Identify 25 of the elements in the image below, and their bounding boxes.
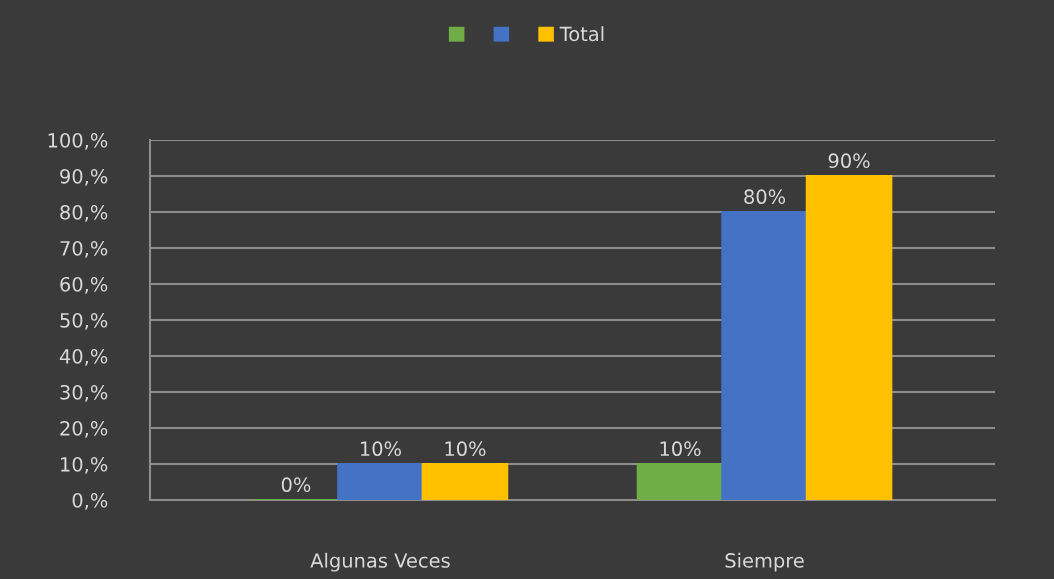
data-label: 90% — [828, 153, 870, 169]
x-tick-label: Algunas Veces — [310, 552, 450, 572]
y-tick-label: 40,% — [59, 348, 108, 366]
y-tick-label: 90,% — [60, 168, 108, 186]
bar — [636, 462, 724, 500]
bar — [421, 462, 509, 500]
y-tick-label: 60,% — [60, 276, 108, 294]
data-label: 80% — [744, 189, 786, 205]
x-tick-label: Siempre — [725, 552, 804, 572]
legend-label: Total — [559, 26, 604, 42]
y-tick-label: 0,% — [72, 492, 108, 510]
data-label: 0% — [281, 477, 311, 493]
bar — [337, 462, 424, 500]
bar — [721, 210, 808, 500]
y-tick-label: 100,% — [48, 132, 108, 150]
bar — [805, 174, 893, 500]
data-label: 10% — [445, 441, 486, 457]
y-tick-label: 10,% — [61, 456, 108, 474]
data-label: 10% — [660, 441, 701, 457]
y-tick-label: 50,% — [60, 312, 108, 330]
y-tick-label: 30,% — [60, 384, 108, 402]
data-label: 10% — [360, 441, 401, 457]
y-tick-label: 80,% — [60, 204, 108, 222]
y-tick-label: 20,% — [60, 420, 108, 438]
y-tick-label: 70,% — [60, 240, 108, 258]
